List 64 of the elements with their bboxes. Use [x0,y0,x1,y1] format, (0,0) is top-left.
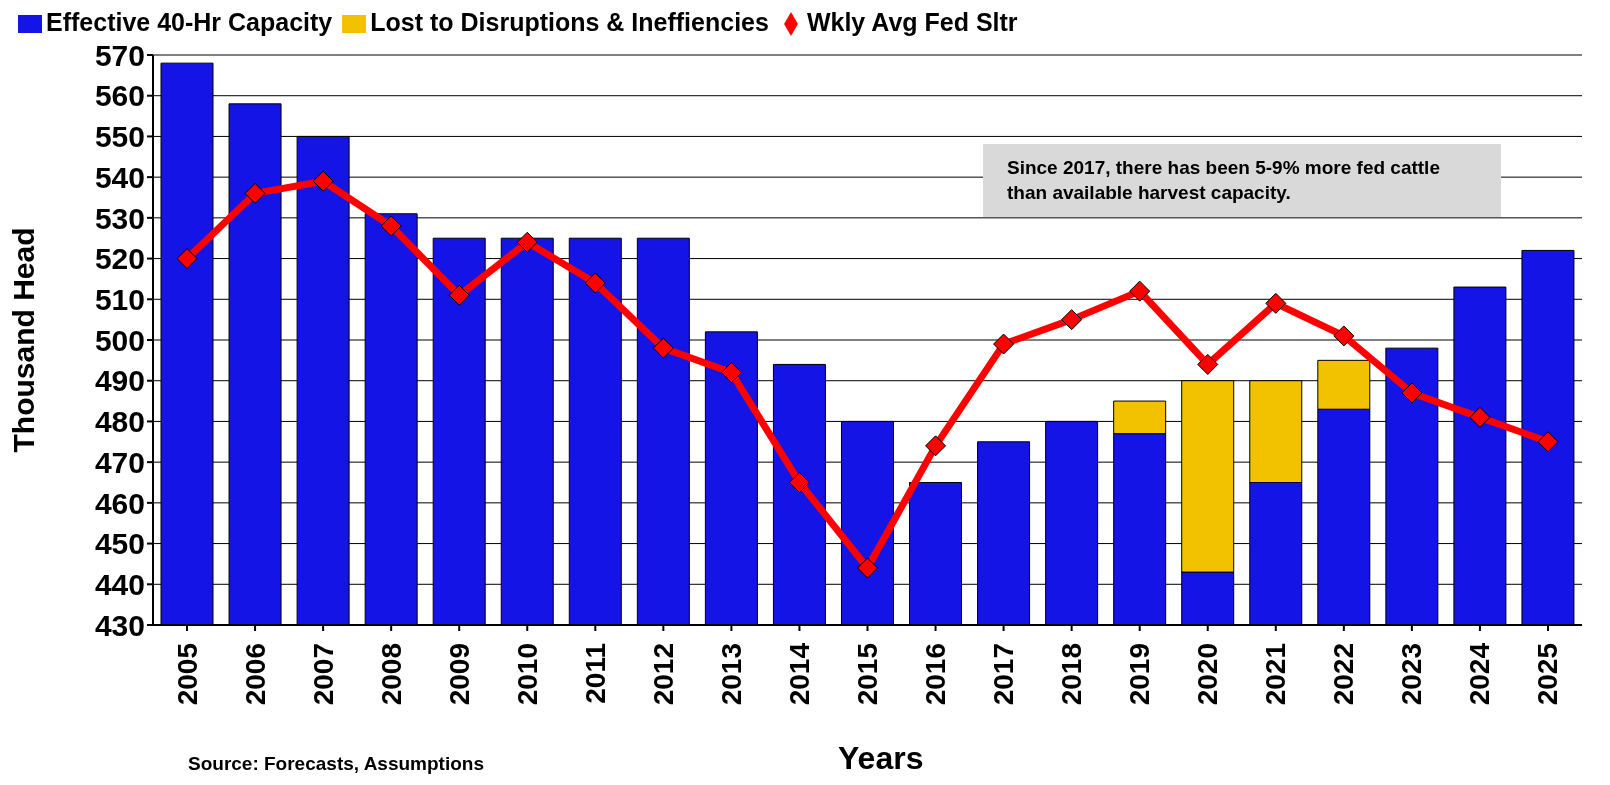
point [244,182,266,204]
y-tick-label: 560 [94,79,145,113]
y-tick-label: 530 [94,201,145,235]
note-box: Since 2017, there has been 5-9% more fed cattle than available harvest capacity. [983,144,1501,218]
x-tick-label: 2023 [1396,643,1428,706]
y-tick-label: 520 [94,242,145,276]
point [857,557,878,579]
y-tick-label: 450 [94,527,145,561]
x-tick-label: 2017 [988,643,1020,706]
point [788,472,810,493]
point [176,248,198,270]
y-tick-label: 550 [94,120,145,154]
point [516,231,538,253]
y-tick-label: 490 [94,364,145,398]
y-tick-label: 460 [94,486,145,520]
point [448,284,470,306]
x-tick-label: 2013 [715,643,747,706]
point [925,435,947,457]
y-tick-label: 540 [94,160,145,194]
y-tick-label: 430 [94,608,145,642]
x-tick-label: 2016 [920,643,952,706]
point [312,170,334,192]
point [584,272,606,294]
x-tick-label: 2009 [443,643,475,706]
point [1333,325,1355,347]
point [380,215,402,237]
x-tick-label: 2005 [171,643,203,706]
x-tick-label: 2011 [579,643,611,704]
point [993,333,1015,355]
point [1129,280,1151,302]
point [1197,353,1219,375]
x-axis-title: Years [838,740,924,777]
point [1537,431,1559,453]
x-tick-label: 2007 [307,643,339,706]
y-tick-label: 480 [94,405,145,439]
x-tick-label: 2019 [1124,643,1156,706]
legend-label: Lost to Disruptions & Ineffiencies [370,8,769,36]
y-tick-label: 570 [94,38,145,72]
x-tick-label: 2008 [375,643,407,706]
x-tick-label: 2025 [1532,643,1564,706]
point [1265,292,1287,314]
y-tick-label: 500 [94,323,145,357]
legend-label: Effective 40-Hr Capacity [46,8,333,36]
y-tick-label: 440 [94,567,145,601]
y-axis-title: Thousand Head [6,227,40,453]
x-tick-label: 2010 [511,643,543,706]
x-tick-label: 2014 [783,642,815,706]
point [1061,309,1083,331]
x-tick-label: 2006 [239,643,271,706]
point [1469,406,1491,428]
x-tick-label: 2020 [1192,643,1224,706]
source-note: Source: Forecasts, Assumptions [188,753,484,775]
point [652,337,674,359]
x-tick-label: 2022 [1328,643,1360,706]
x-tick-label: 2012 [647,643,679,706]
legend-label: Wkly Avg Fed Sltr [806,8,1018,36]
point [1401,382,1423,404]
x-tick-label: 2015 [852,643,883,706]
y-tick-label: 510 [94,282,145,316]
point [720,362,742,384]
y-tick-label: 470 [94,445,145,479]
x-tick-label: 2021 [1260,643,1292,706]
x-tick-label: 2024 [1464,642,1496,706]
x-tick-label: 2018 [1056,643,1088,706]
